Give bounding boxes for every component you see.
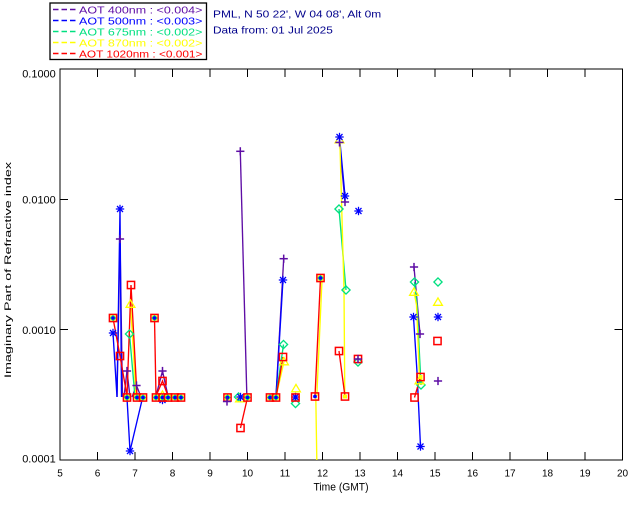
svg-text:0.0001: 0.0001 bbox=[22, 453, 56, 465]
svg-text:AOT 500nm : <0.003>: AOT 500nm : <0.003> bbox=[79, 15, 202, 27]
svg-text:14: 14 bbox=[392, 469, 404, 480]
svg-text:Time (GMT): Time (GMT) bbox=[314, 482, 369, 494]
svg-text:6: 6 bbox=[95, 469, 101, 480]
svg-text:Imaginary Part of Refractive i: Imaginary Part of Refractive index bbox=[3, 162, 14, 378]
svg-text:PML, N 50 22', W 04 08', Alt 0: PML, N 50 22', W 04 08', Alt 0m bbox=[213, 9, 381, 21]
svg-text:16: 16 bbox=[467, 469, 479, 480]
svg-text:11: 11 bbox=[280, 469, 291, 480]
svg-text:19: 19 bbox=[579, 469, 591, 480]
svg-text:AOT 675nm : <0.002>: AOT 675nm : <0.002> bbox=[79, 26, 202, 38]
svg-text:8: 8 bbox=[170, 469, 176, 480]
svg-text:0.1000: 0.1000 bbox=[22, 68, 56, 80]
svg-text:7: 7 bbox=[132, 469, 138, 480]
svg-text:Data from: 01 Jul 2025: Data from: 01 Jul 2025 bbox=[213, 25, 333, 37]
svg-text:12: 12 bbox=[317, 469, 329, 480]
svg-text:5: 5 bbox=[57, 469, 63, 480]
svg-text:0.0010: 0.0010 bbox=[22, 325, 56, 337]
svg-text:15: 15 bbox=[429, 469, 441, 480]
svg-text:17: 17 bbox=[504, 469, 516, 480]
svg-text:20: 20 bbox=[617, 469, 629, 480]
svg-text:AOT 870nm : <0.002>: AOT 870nm : <0.002> bbox=[79, 37, 202, 49]
svg-text:AOT 1020nm : <0.001>: AOT 1020nm : <0.001> bbox=[79, 48, 202, 60]
svg-text:9: 9 bbox=[207, 469, 213, 480]
svg-text:0.0100: 0.0100 bbox=[22, 195, 56, 207]
svg-text:AOT 400nm : <0.004>: AOT 400nm : <0.004> bbox=[79, 4, 202, 16]
svg-text:13: 13 bbox=[354, 469, 366, 480]
svg-text:10: 10 bbox=[242, 469, 254, 480]
svg-text:18: 18 bbox=[542, 469, 554, 480]
